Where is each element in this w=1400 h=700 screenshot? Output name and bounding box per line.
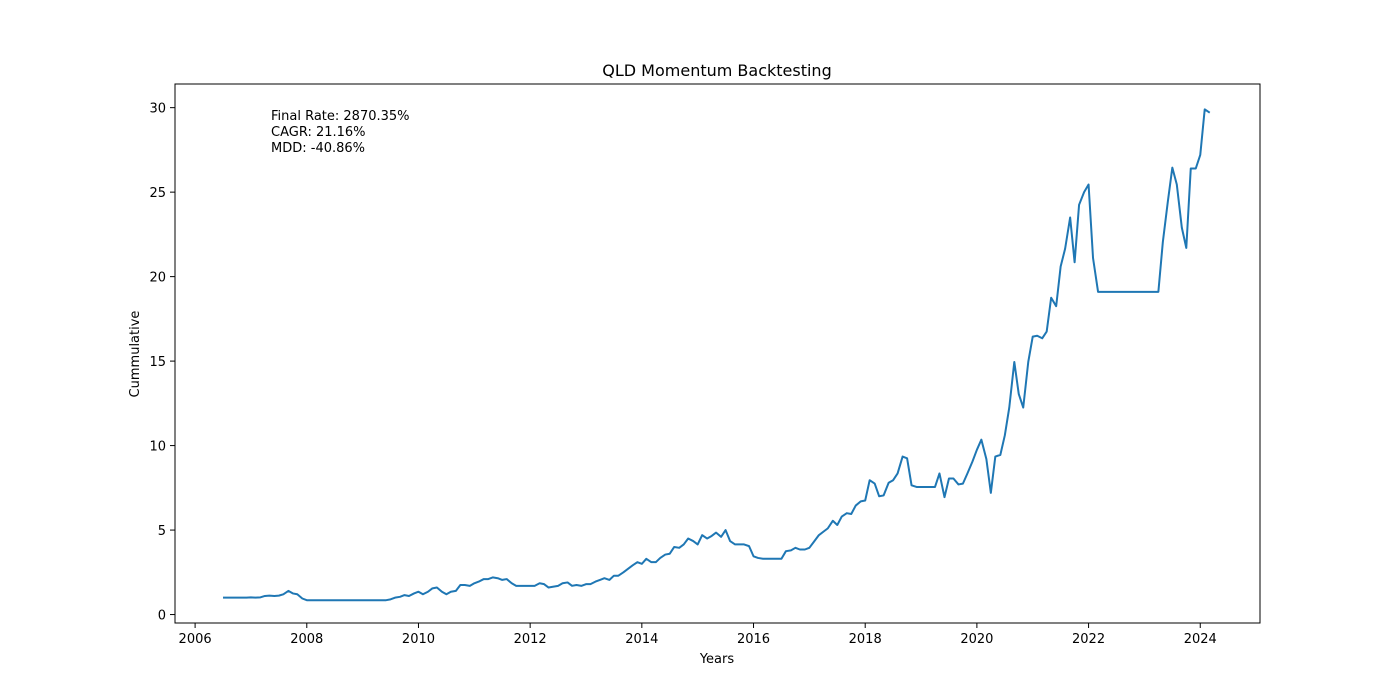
x-tick-label: 2024: [1184, 632, 1217, 647]
x-tick-label: 2018: [849, 632, 882, 647]
y-axis-label: Cummulative: [128, 311, 143, 398]
y-tick-label: 0: [158, 609, 166, 624]
x-tick-label: 2020: [960, 632, 993, 647]
stats-annotation: Final Rate: 2870.35% CAGR: 21.16% MDD: -…: [271, 109, 410, 156]
y-tick-label: 5: [158, 524, 166, 539]
annotation-cagr: CAGR: 21.16%: [271, 125, 366, 140]
plot-area: [223, 108, 1211, 602]
x-tick-label: 2010: [402, 632, 435, 647]
x-tick-label: 2006: [179, 632, 212, 647]
x-tick-label: 2014: [625, 632, 658, 647]
x-axis-label: Years: [699, 652, 735, 667]
chart-title: QLD Momentum Backtesting: [602, 61, 831, 80]
series-line-cummulative: [223, 108, 1211, 602]
y-tick-label: 25: [149, 186, 166, 201]
x-tick-label: 2016: [737, 632, 770, 647]
x-tick-label: 2022: [1072, 632, 1105, 647]
y-tick-label: 30: [149, 102, 166, 117]
x-axis: 2006 2008 2010 2012 2014 2016 2018 2020 2022 2024: [179, 623, 1217, 647]
y-tick-label: 15: [149, 355, 166, 370]
x-tick-label: 2012: [514, 632, 547, 647]
axes-frame: [174, 83, 1261, 624]
y-axis: 0 5 10 15 20 25 30: [149, 102, 175, 624]
y-tick-label: 20: [149, 271, 166, 286]
annotation-mdd: MDD: -40.86%: [271, 141, 365, 156]
y-tick-label: 10: [149, 440, 166, 455]
x-tick-label: 2008: [290, 632, 323, 647]
annotation-final-rate: Final Rate: 2870.35%: [271, 109, 410, 124]
